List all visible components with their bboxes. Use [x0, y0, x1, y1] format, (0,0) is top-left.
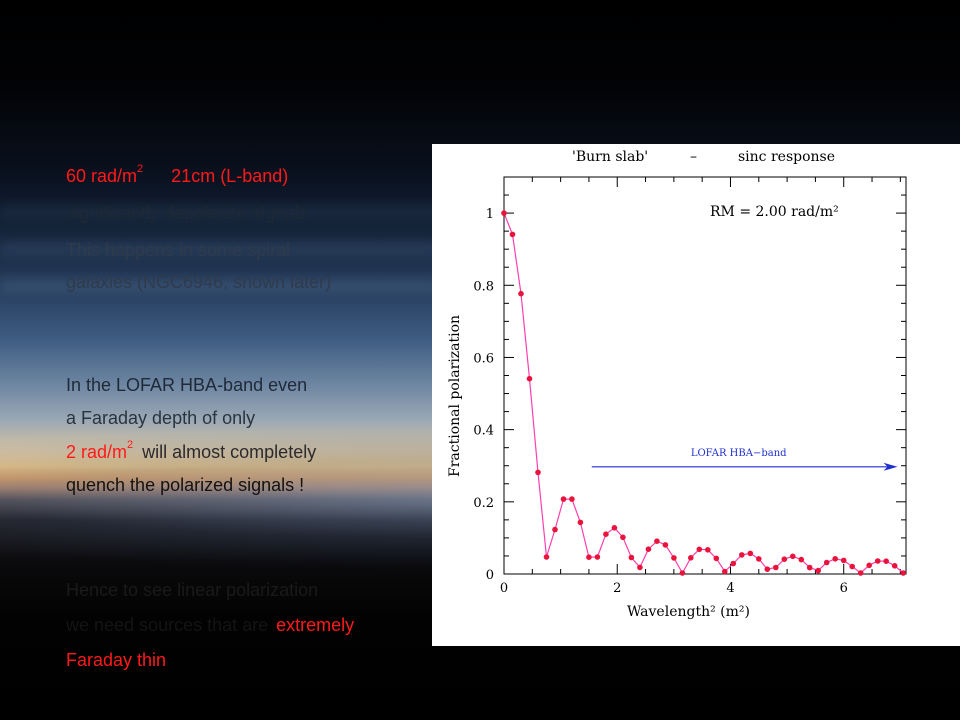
data-markers — [501, 210, 906, 576]
lofar-arrow-label: LOFAR HBA−band — [691, 448, 787, 459]
data-point — [637, 564, 643, 571]
line-faraday-thin: Faraday thin — [66, 650, 167, 670]
data-point — [840, 557, 847, 564]
data-point — [509, 231, 516, 238]
data-point — [501, 210, 507, 216]
x-axis-label: Wavelength² (m²) — [627, 604, 750, 620]
data-point — [671, 555, 677, 561]
data-point — [713, 555, 720, 562]
data-point — [535, 469, 541, 476]
data-point — [526, 375, 533, 382]
data-point — [543, 554, 550, 560]
data-point — [790, 553, 796, 560]
plot-frame — [503, 176, 907, 575]
y-tick-label: 0.2 — [473, 496, 494, 511]
chart-title-dash: – — [690, 149, 697, 165]
y-axis-label: Fractional polarization — [447, 315, 463, 477]
x-tick-label: 4 — [726, 581, 734, 596]
data-point — [756, 556, 762, 562]
data-point — [611, 525, 618, 531]
chart-title-left: 'Burn slab' — [572, 149, 648, 165]
data-point — [773, 564, 779, 571]
data-point — [806, 564, 813, 571]
y-tick-label: 0.6 — [473, 351, 494, 366]
data-point — [628, 554, 635, 561]
data-point — [857, 570, 864, 576]
data-point — [722, 568, 728, 575]
x-tick-label: 6 — [840, 581, 848, 596]
chart-title-right: sinc response — [738, 149, 835, 165]
data-point — [569, 496, 575, 502]
data-point — [891, 563, 898, 569]
data-point — [518, 290, 524, 297]
x-tick-label: 2 — [613, 581, 621, 596]
data-point — [883, 558, 889, 564]
data-point — [815, 567, 821, 574]
line-sources: we need sources that are extremely — [66, 615, 355, 635]
data-point — [560, 496, 567, 502]
x-tick-label: 0 — [500, 581, 508, 596]
lofar-arrow-head — [883, 462, 898, 471]
sinc-response-chart: 'Burn slab' – sinc response 0 0.2 0.4 0.6 0.… — [447, 149, 907, 620]
line-quench: quench the polarized signals ! — [66, 475, 305, 495]
data-point — [586, 554, 592, 560]
data-point — [662, 542, 669, 548]
data-point — [849, 563, 855, 570]
data-point — [764, 566, 771, 572]
data-point — [705, 547, 711, 553]
data-point — [866, 562, 872, 569]
data-point — [730, 560, 737, 567]
sinc-curve — [503, 212, 904, 575]
data-point — [823, 559, 830, 566]
line-rm-value: 60 rad/m2 21cm (L-band) — [66, 163, 289, 187]
data-point — [739, 552, 745, 558]
y-tick-label: 1 — [486, 207, 494, 222]
data-point — [798, 556, 805, 563]
line-lofar-hba: In the LOFAR HBA-band even — [66, 375, 308, 395]
y-tick-label: 0 — [486, 568, 494, 583]
data-point — [900, 570, 906, 576]
rm-annotation: RM = 2.00 rad/m² — [710, 204, 839, 220]
data-point — [645, 546, 652, 552]
line-galaxies: galaxies (NGC6946, shown later) — [66, 272, 332, 292]
data-point — [594, 554, 601, 560]
data-point — [781, 556, 788, 562]
data-point — [747, 550, 754, 557]
line-faraday-depth: a Faraday depth of only — [66, 408, 256, 428]
data-point — [696, 546, 703, 553]
data-point — [620, 534, 626, 541]
data-point — [688, 555, 694, 561]
line-hence: Hence to see linear polarization — [66, 580, 319, 600]
line-2rad: 2 rad/m2 will almost completely — [66, 439, 317, 463]
line-spiral: This happens in some spiral — [66, 240, 291, 260]
data-point — [603, 531, 609, 537]
data-point — [654, 538, 660, 544]
data-point — [874, 558, 881, 564]
data-point — [577, 519, 584, 526]
data-point — [679, 570, 686, 576]
line-depolarize: significantly depolarize signals — [66, 203, 309, 223]
y-tick-label: 0.4 — [473, 424, 494, 439]
chart-panel: 'Burn slab' – sinc response 0 0.2 0.4 0.6 0.… — [432, 144, 960, 646]
y-tick-label: 0.8 — [473, 279, 494, 294]
data-point — [552, 526, 558, 533]
data-point — [832, 556, 838, 562]
